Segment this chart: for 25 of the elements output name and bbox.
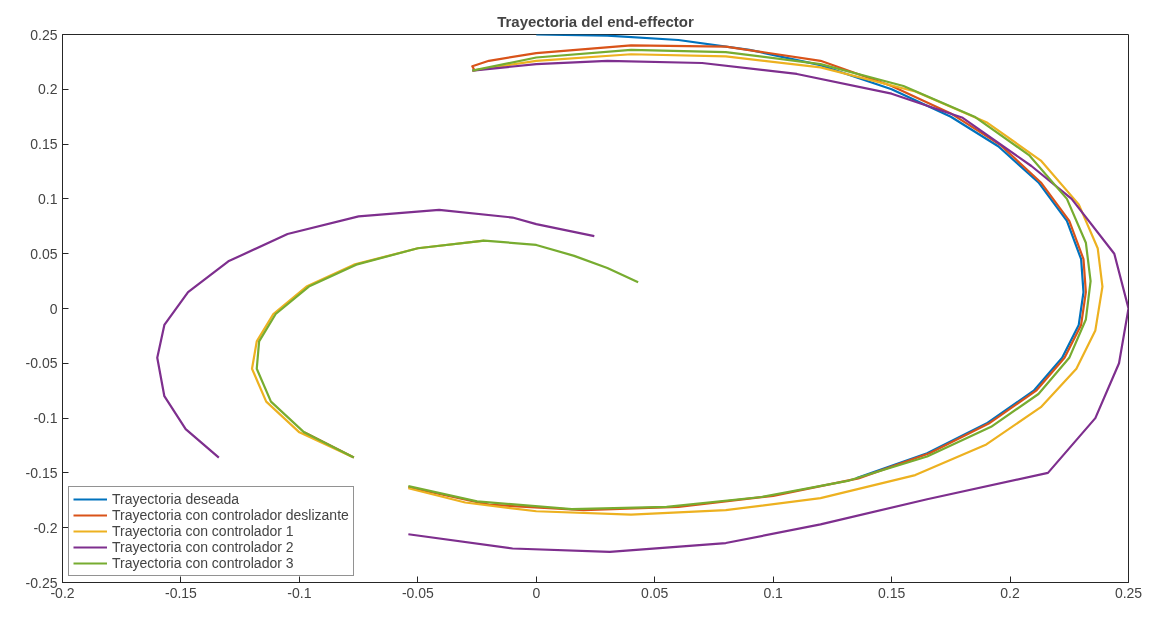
y-tick-label: 0 bbox=[49, 300, 58, 317]
x-tick-label: 0.1 bbox=[763, 584, 784, 601]
y-tick-label: 0.25 bbox=[30, 26, 58, 43]
y-tick-label: 0.05 bbox=[30, 245, 58, 262]
x-tick-label: 0.15 bbox=[877, 584, 906, 601]
y-tick-label: -0.05 bbox=[25, 355, 58, 372]
y-tick-label: 0.2 bbox=[38, 81, 58, 98]
legend-label: Trayectoria deseada bbox=[112, 491, 240, 507]
x-tick-label: 0.25 bbox=[1114, 584, 1143, 601]
x-tick-label: 0.2 bbox=[1000, 584, 1020, 601]
x-tick-label: -0.15 bbox=[164, 584, 198, 601]
chart-title: Trayectoria del end-effector bbox=[497, 12, 695, 30]
legend-label: Trayectoria con controlador 1 bbox=[112, 523, 294, 539]
legend-label: Trayectoria con controlador 3 bbox=[112, 555, 294, 571]
y-tick-label: -0.2 bbox=[33, 519, 58, 536]
y-tick-label: 0.15 bbox=[30, 136, 58, 153]
x-tick-label: -0.05 bbox=[401, 584, 434, 601]
y-tick-label: -0.15 bbox=[25, 464, 58, 481]
x-tick-label: 0.05 bbox=[641, 584, 669, 601]
y-tick-label: 0.1 bbox=[38, 190, 58, 207]
legend-label: Trayectoria con controlador 2 bbox=[112, 539, 294, 555]
x-tick-label: 0 bbox=[532, 584, 541, 601]
y-tick-label: -0.1 bbox=[33, 410, 58, 427]
legend-label: Trayectoria con controlador deslizante bbox=[112, 507, 349, 523]
x-tick-label: -0.1 bbox=[287, 584, 312, 601]
